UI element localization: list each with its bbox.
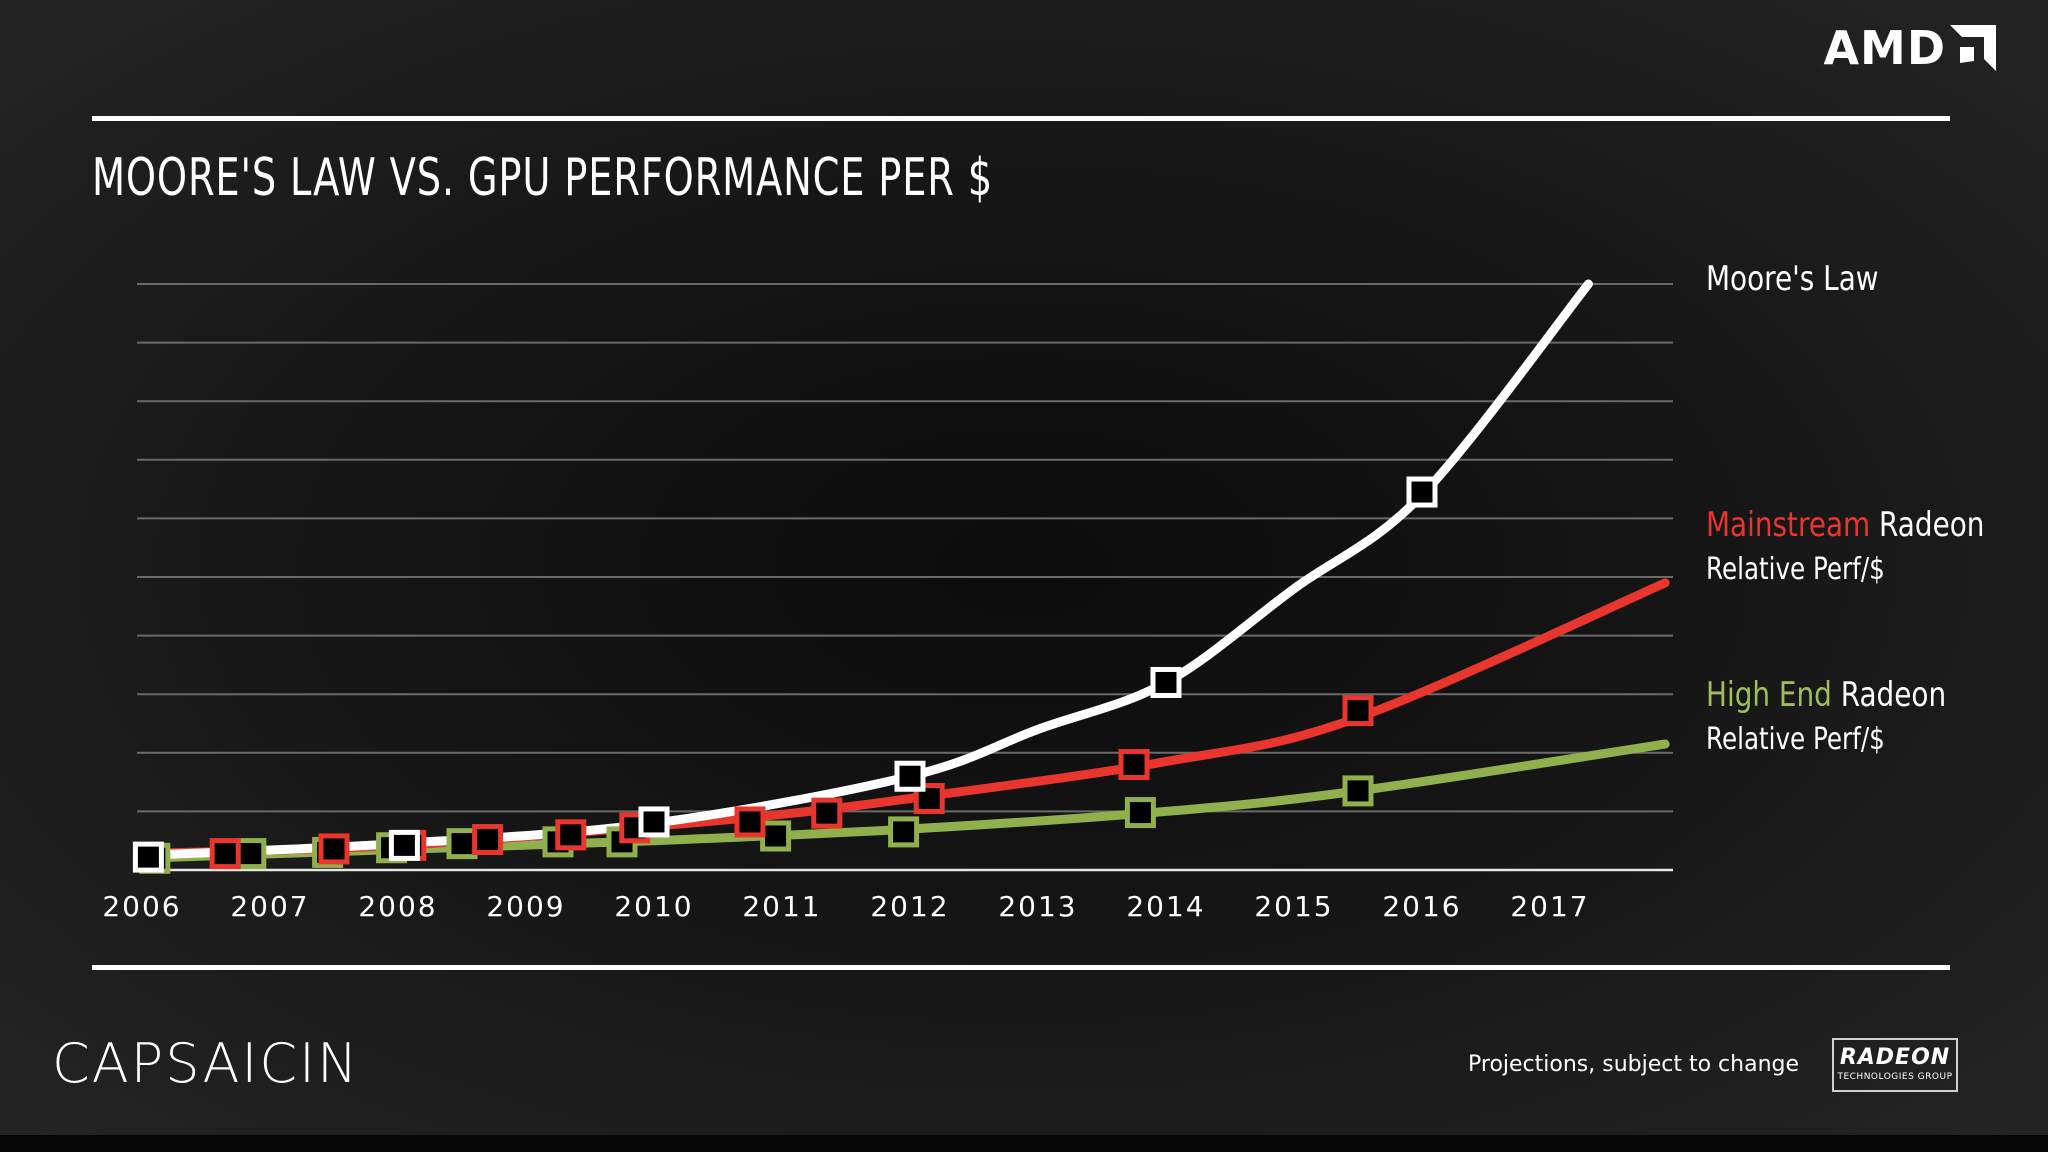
series-marker: [811, 797, 843, 829]
x-tick-label: 2008: [358, 890, 437, 923]
bottom-bar: [0, 1135, 2048, 1152]
legend-label-part: Mainstream: [1706, 505, 1870, 544]
series-marker: [1342, 695, 1374, 727]
series-marker: [734, 806, 766, 838]
x-tick-layer: 2006 2007 2008 2009 2010 2011 2012 2013 2014 2015…: [102, 890, 1589, 923]
series-line: [137, 279, 1593, 860]
amd-arrow-icon: [1950, 25, 1996, 71]
series-marker: [446, 828, 478, 860]
legend-label-part: Moore's Law: [1706, 259, 1879, 298]
series-marker: [132, 841, 164, 873]
x-tick-label: 2013: [998, 890, 1077, 923]
x-tick-label: 2015: [1254, 890, 1333, 923]
series-marker: [235, 838, 267, 870]
bottom-divider: [92, 965, 1950, 970]
legend-label-part: Radeon: [1832, 675, 1946, 714]
legend-label: Moore's Law: [1706, 259, 1879, 298]
legend-label-part: High End: [1706, 675, 1832, 714]
x-tick-label: 2007: [230, 890, 309, 923]
x-tick-label: 2011: [742, 890, 821, 923]
series-marker: [894, 760, 926, 792]
series-marker: [638, 806, 670, 838]
series-marker: [209, 838, 241, 870]
series-marker: [555, 819, 587, 851]
markers-layer: [132, 476, 1438, 874]
x-tick-label: 2009: [486, 890, 565, 923]
series-marker: [318, 833, 350, 865]
legend-layer: Moore's Law Mainstream Radeon Relative Per…: [1706, 259, 1984, 756]
capsaicin-brand: CAPSAICIN: [52, 1032, 360, 1095]
series-marker: [1406, 476, 1438, 508]
series-marker: [1124, 797, 1156, 829]
legend-label: High End Radeon: [1706, 675, 1946, 714]
radeon-logo-sub: TECHNOLOGIES GROUP: [1837, 1072, 1953, 1082]
x-tick-label: 2016: [1382, 890, 1461, 923]
radeon-logo-word: RADEON: [1839, 1045, 1951, 1070]
amd-logo: AMD: [1823, 24, 1996, 72]
footnote: Projections, subject to change: [1468, 1052, 1800, 1077]
x-tick-label: 2012: [870, 890, 949, 923]
amd-logo-text: AMD: [1823, 21, 1946, 75]
series-marker: [760, 820, 792, 852]
x-tick-label: 2006: [102, 890, 181, 923]
x-tick-label: 2010: [614, 890, 693, 923]
slide-title: MOORE'S LAW VS. GPU PERFORMANCE PER $: [92, 148, 993, 208]
x-tick-label: 2017: [1510, 890, 1589, 923]
series-marker: [1342, 775, 1374, 807]
x-tick-label: 2014: [1126, 890, 1205, 923]
radeon-logo: RADEON TECHNOLOGIES GROUP: [1832, 1038, 1958, 1092]
series-marker: [888, 816, 920, 848]
top-divider: [92, 116, 1950, 121]
legend-label-part: Radeon: [1870, 505, 1984, 544]
legend-sublabel: Relative Perf/$: [1706, 723, 1885, 757]
series-marker: [472, 824, 504, 856]
legend-label: Mainstream Radeon: [1706, 505, 1984, 544]
series-marker: [1118, 749, 1150, 781]
series-marker: [1150, 666, 1182, 698]
series-marker: [388, 829, 420, 861]
legend-sublabel: Relative Perf/$: [1706, 553, 1885, 587]
series-line: [137, 578, 1670, 859]
